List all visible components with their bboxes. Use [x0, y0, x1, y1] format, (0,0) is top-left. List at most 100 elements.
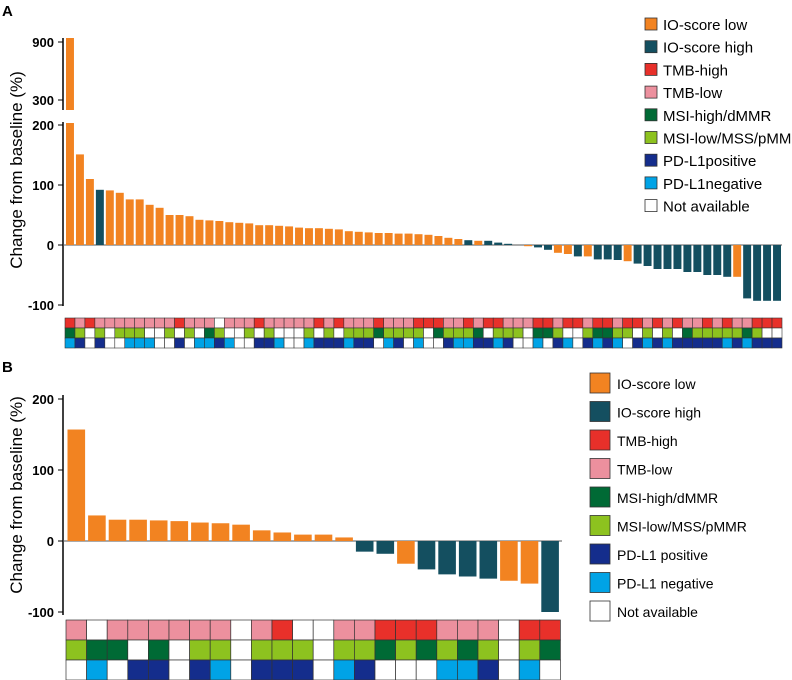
heatmap-cell	[273, 337, 285, 349]
heatmap-cell	[532, 337, 544, 349]
heatmap-cell	[572, 317, 584, 329]
bar	[703, 245, 712, 275]
bar	[232, 524, 250, 541]
heatmap-cell	[174, 337, 185, 349]
heatmap-cell	[230, 659, 252, 680]
heatmap-cell	[353, 317, 365, 329]
bar	[245, 223, 254, 245]
heatmap-cell	[502, 317, 514, 329]
bar	[417, 541, 436, 570]
bar	[275, 225, 284, 245]
heatmap-cell	[731, 327, 743, 339]
panel-b-ylabel: Change from baseline (%)	[7, 396, 26, 593]
heatmap-cell	[771, 317, 783, 329]
bar	[335, 537, 353, 541]
heatmap-cell	[592, 337, 604, 349]
heatmap-cell	[343, 317, 355, 329]
heatmap-cell	[682, 337, 693, 349]
heatmap-cell	[602, 327, 614, 339]
heatmap-cell	[602, 337, 614, 349]
heatmap-cell	[333, 317, 345, 329]
legend-label: IO-score low	[617, 376, 696, 392]
heatmap-cell	[204, 337, 215, 349]
heatmap-cell	[518, 639, 541, 661]
legend-swatch	[589, 372, 611, 394]
heatmap-cell	[582, 317, 594, 329]
heatmap-cell	[65, 639, 87, 661]
legend-label: TMB-high	[617, 433, 678, 449]
heatmap-cell	[518, 619, 541, 641]
bar	[135, 199, 144, 245]
bar	[623, 245, 632, 262]
heatmap-cell	[303, 317, 315, 329]
heatmap-cell	[333, 639, 355, 661]
heatmap-cell	[393, 337, 404, 349]
heatmap-cell	[562, 327, 574, 339]
bar	[520, 541, 539, 584]
heatmap-cell	[313, 327, 325, 339]
bar	[384, 233, 393, 245]
bar	[294, 534, 312, 541]
heatmap-cell	[522, 317, 534, 329]
heatmap-cell	[74, 337, 86, 349]
heatmap-cell	[343, 337, 355, 349]
heatmap-cell	[363, 317, 375, 329]
heatmap-cell	[721, 317, 733, 329]
bar	[252, 530, 271, 541]
heatmap-cell	[343, 327, 355, 339]
heatmap-cell	[457, 659, 479, 680]
heatmap-cell	[532, 327, 544, 339]
legend-label: IO-score high	[617, 405, 701, 421]
bar	[85, 179, 94, 245]
heatmap-cell	[761, 327, 773, 339]
heatmap-cell	[562, 317, 574, 329]
heatmap-cell	[771, 327, 783, 339]
heatmap-cell	[374, 639, 396, 661]
heatmap-cell	[472, 317, 484, 329]
heatmap-cell	[189, 619, 211, 641]
heatmap-cell	[124, 337, 136, 349]
bar	[211, 523, 230, 541]
heatmap-cell	[94, 317, 106, 329]
heatmap-cell	[312, 619, 335, 641]
heatmap-cell	[84, 317, 96, 329]
heatmap-cell	[233, 337, 245, 349]
bar	[414, 234, 423, 245]
heatmap-cell	[194, 327, 205, 339]
heatmap-cell	[433, 337, 444, 349]
heatmap-cell	[74, 317, 86, 329]
heatmap-cell	[711, 317, 723, 329]
heatmap-cell	[552, 327, 564, 339]
heatmap-cell	[373, 337, 384, 349]
bar	[314, 228, 323, 245]
heatmap-cell	[518, 659, 541, 680]
heatmap-cell	[373, 327, 384, 339]
bar	[149, 520, 168, 541]
heatmap-cell	[443, 327, 454, 339]
heatmap-cell	[144, 337, 155, 349]
legend-label: PD-L1positive	[663, 153, 756, 170]
heatmap-cell	[463, 337, 474, 349]
bar	[573, 245, 582, 257]
heatmap-cell	[512, 327, 524, 339]
heatmap-cell	[692, 317, 703, 329]
heatmap-cell	[84, 337, 96, 349]
heatmap-cell	[539, 639, 561, 661]
heatmap-cell	[189, 639, 211, 661]
bar	[273, 532, 292, 541]
heatmap-cell	[741, 327, 753, 339]
legend-swatch	[644, 85, 658, 99]
bar	[500, 541, 518, 581]
heatmap-cell	[164, 317, 175, 329]
heatmap-cell	[353, 327, 365, 339]
heatmap-cell	[672, 337, 683, 349]
heatmap-cell	[194, 337, 205, 349]
heatmap-cell	[482, 327, 494, 339]
heatmap-cell	[144, 327, 155, 339]
heatmap-cell	[104, 327, 116, 339]
bar	[344, 231, 353, 245]
heatmap-cell	[312, 639, 335, 661]
heatmap-cell	[612, 317, 623, 329]
heatmap-cell	[64, 317, 76, 329]
heatmap-cell	[403, 337, 414, 349]
